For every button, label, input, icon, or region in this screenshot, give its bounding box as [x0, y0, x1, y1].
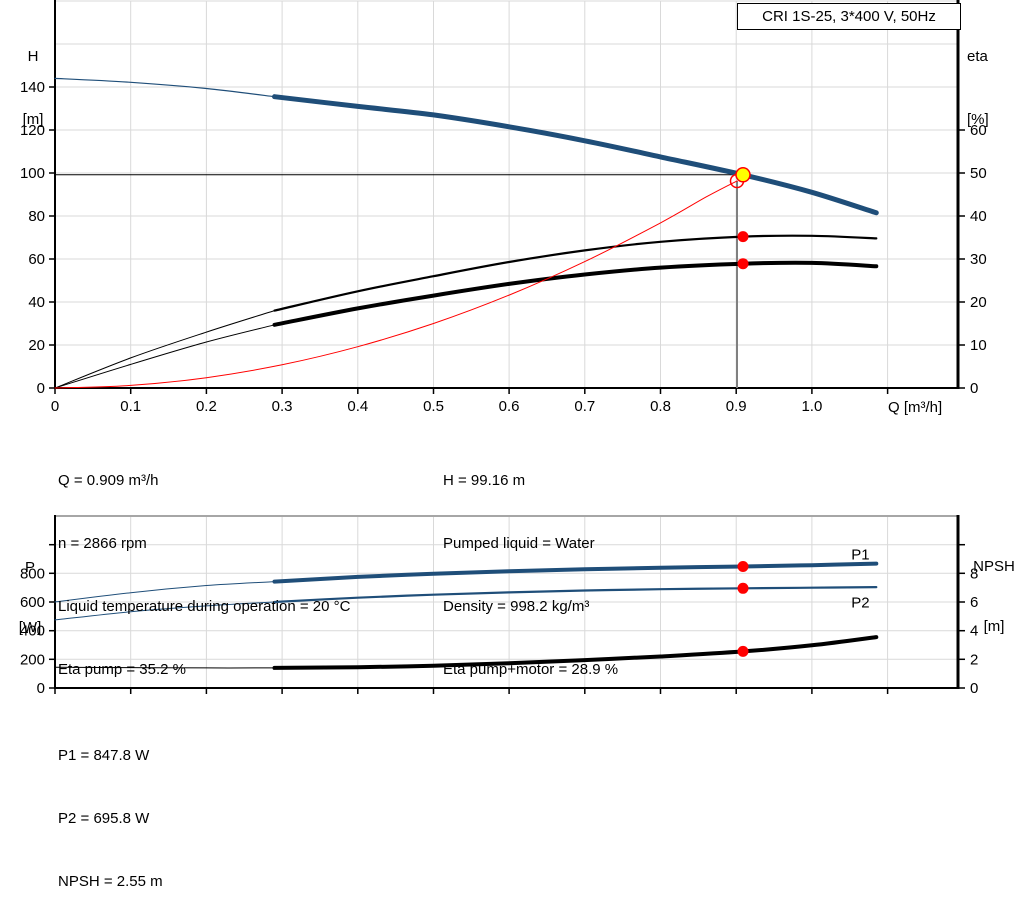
series-p2-curve — [273, 586, 878, 604]
pump-title-box: CRI 1S-25, 3*400 V, 50Hz — [737, 3, 961, 30]
eta-pump-motor-line: Eta pump+motor = 28.9 % — [443, 661, 619, 678]
x-tick-label: 0.8 — [650, 398, 671, 415]
npsh-axis-label-symbol: NPSH — [973, 558, 1015, 575]
left-tick-label: 400 — [20, 623, 45, 640]
power-axis-label-unit: [W] — [18, 619, 42, 636]
eta-axis-label: eta [%] — [967, 4, 989, 151]
speed-value-line: n = 2866 rpm — [58, 535, 147, 552]
head-efficiency-chart-canvas[interactable]: 0 20 40 60 80 100 120 140 0 10 20 30 40 50 60 0 0.1 0.2 0.… — [0, 0, 1024, 430]
left-tick-label: 80 — [28, 208, 45, 225]
left-tick-label: 600 — [20, 594, 45, 611]
right-tick-label: 0 — [970, 380, 978, 397]
series-p1-curve — [272, 561, 879, 584]
right-tick-label: 20 — [970, 294, 987, 311]
left-tick-label: 800 — [20, 565, 45, 582]
left-tick-label: 0 — [37, 380, 45, 397]
duty-point-marker — [735, 167, 751, 183]
series-npsh-curve — [272, 635, 879, 670]
series-p2-curve-thin — [54, 601, 275, 621]
npsh-axis-label: NPSH [m] — [966, 517, 1022, 657]
flow-value-line: Q = 0.909 m³/h — [58, 472, 159, 489]
series-system-curve — [54, 180, 738, 389]
p2-value-line: P2 = 695.8 W — [58, 810, 150, 827]
x-tick-label: 0.6 — [499, 398, 520, 415]
series-p1-curve-thin — [54, 581, 275, 603]
right-tick-label: 10 — [970, 337, 987, 354]
head-axis-label-symbol: H — [27, 48, 39, 65]
right-tick-label: 30 — [970, 251, 987, 268]
right-tick-label: 60 — [970, 122, 987, 139]
series-eta-pump — [273, 234, 878, 312]
eta-pump-line: Eta pump = 35.2 % — [58, 661, 186, 678]
eta-axis-label-symbol: eta — [967, 48, 988, 65]
x-tick-label: 0.1 — [120, 398, 141, 415]
eta-axis-label-unit: [%] — [967, 111, 989, 128]
series-eta-pump-thin — [54, 310, 275, 389]
right-tick-label: 6 — [970, 594, 978, 611]
npsh-value-line: NPSH = 2.55 m — [58, 873, 163, 890]
power-axis-label: P [W] — [14, 518, 46, 658]
npsh-axis-label-unit: [m] — [983, 618, 1005, 635]
left-tick-label: 120 — [20, 122, 45, 139]
x-tick-label: 0.5 — [423, 398, 444, 415]
left-tick-label: 100 — [20, 165, 45, 182]
x-tick-label: 0.3 — [272, 398, 293, 415]
left-tick-label: 40 — [28, 294, 45, 311]
left-tick-label: 0 — [37, 680, 45, 697]
x-tick-label: 0.9 — [726, 398, 747, 415]
power-axis-label-symbol: P — [24, 559, 35, 576]
left-tick-label: 200 — [20, 651, 45, 668]
right-tick-label: 4 — [970, 623, 978, 640]
series-eta-pump-motor-thin — [54, 324, 275, 389]
x-tick-label: 0 — [51, 398, 59, 415]
left-tick-label: 20 — [28, 337, 45, 354]
series-qh-curve-thin — [54, 77, 276, 98]
left-tick-label: 60 — [28, 251, 45, 268]
right-tick-label: 40 — [970, 208, 987, 225]
curve-label-P2: P2 — [851, 594, 869, 611]
series-npsh-curve-thin — [54, 666, 275, 669]
series-qh-curve — [272, 94, 879, 216]
left-tick-label: 140 — [20, 79, 45, 96]
p1-duty-marker — [737, 561, 749, 572]
power-npsh-chart-canvas[interactable]: 0 200 400 600 800 0 2 4 6 8 P1 P2 — [0, 514, 1024, 714]
head-axis-label: H [m] — [16, 4, 50, 151]
eta-pump-duty-marker — [737, 231, 749, 243]
operating-data-right-column: H = 99.16 m Pumped liquid = Water Densit… — [443, 428, 618, 701]
pump-curve-report: { "header": { "title_box": "CRI 1S-25, 3… — [0, 0, 1024, 890]
head-axis-label-unit: [m] — [22, 111, 44, 128]
eta-pump-motor-duty-marker — [737, 258, 749, 270]
liquid-temperature-line: Liquid temperature during operation = 20… — [58, 598, 351, 615]
p2-duty-marker — [737, 582, 749, 594]
npsh-duty-marker — [737, 645, 749, 657]
right-tick-label: 8 — [970, 565, 978, 582]
right-tick-label: 50 — [970, 165, 987, 182]
flow-axis-label: Q [m³/h] — [888, 399, 943, 416]
results-block: P1 = 847.8 W P2 = 695.8 W NPSH = 2.55 m — [58, 703, 163, 913]
p1-value-line: P1 = 847.8 W — [58, 747, 150, 764]
curve-label-P1: P1 — [851, 547, 869, 564]
series-eta-pump-motor — [272, 260, 879, 327]
operating-data-left-column: Q = 0.909 m³/h n = 2866 rpm Liquid tempe… — [58, 428, 350, 701]
density-line: Density = 998.2 kg/m³ — [443, 598, 590, 615]
x-tick-label: 0.2 — [196, 398, 217, 415]
right-tick-label: 0 — [970, 680, 978, 697]
x-tick-label: 0.7 — [574, 398, 595, 415]
right-tick-label: 2 — [970, 651, 978, 668]
pumped-liquid-line: Pumped liquid = Water — [443, 535, 595, 552]
head-value-line: H = 99.16 m — [443, 472, 526, 489]
x-tick-label: 1.0 — [801, 398, 822, 415]
x-tick-label: 0.4 — [347, 398, 368, 415]
